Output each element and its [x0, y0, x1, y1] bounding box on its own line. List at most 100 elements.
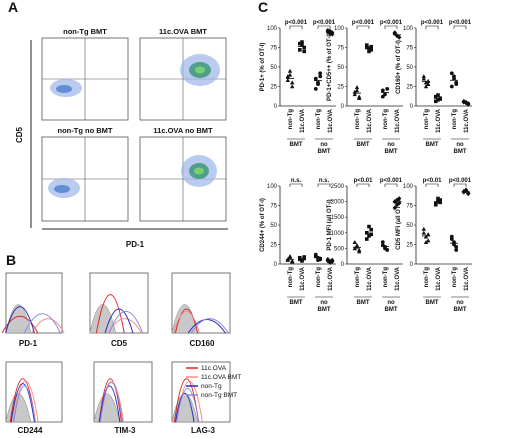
- plot-pd1cd5-point-1-1: [367, 46, 371, 51]
- plot-pd1-point-0-0: [285, 74, 290, 79]
- plot-cd160-point-2-3: [449, 84, 454, 89]
- plot-cd5mfi-sig-label-1: p<0.001: [449, 178, 472, 184]
- plot-pd1cd5-sig-bracket-0: [356, 25, 370, 29]
- plot-pd1mfi-point-3-2: [397, 196, 402, 201]
- plot-cd160-point-1-3: [434, 99, 438, 104]
- plot-pd1-xcat-2: non-Tg: [316, 109, 322, 130]
- plot-pd1-point-1-4: [300, 40, 304, 44]
- plot-cd5mfi-xcat-2: non-Tg: [452, 267, 458, 288]
- plot-cd160-ytick-label-4: 100: [403, 26, 414, 32]
- flow-plot-4: 11c.OVA no BMT: [139, 126, 227, 222]
- plot-pd1-xcat-0: non-Tg: [288, 109, 294, 130]
- plot-cd5mfi-point-1-5: [438, 200, 442, 205]
- plot-pd1cd5-point-0-0: [352, 92, 357, 97]
- plot-pd1-ytick-label-4: 100: [267, 26, 278, 32]
- plot-pd1cd5-xcat-3: 11c.OVA: [395, 108, 401, 133]
- hist-curve-2-2: [187, 319, 226, 334]
- plot-pd1cd5-group-label-1-1: BMT: [385, 149, 398, 155]
- plot-cd160-point-1-4: [436, 93, 440, 97]
- plot-pd1-group-label-1-1: BMT: [318, 149, 331, 155]
- plot-cd5mfi-ytick-label-3: 75: [406, 204, 413, 210]
- plot-cd244-point-3-4: [327, 260, 333, 265]
- plot-pd1mfi-xcat-2: non-Tg: [383, 267, 389, 288]
- plot-pd1mfi-group-label-0-0: BMT: [357, 300, 370, 306]
- hist-curve-1-2: [104, 308, 134, 334]
- plot-cd160-ytick-label-0: 0: [410, 104, 414, 110]
- plot-pd1mfi-point-0-4: [354, 244, 360, 249]
- plot-pd1mfi-point-0-3: [352, 239, 357, 244]
- plot-cd160-point-1-5: [438, 97, 442, 101]
- hist-curve-2-3: [190, 318, 229, 334]
- plot-pd1-point-0-1: [287, 68, 293, 73]
- legend-label-2: non-Tg: [201, 383, 222, 390]
- flow-title-4: 11c.OVA no BMT: [153, 126, 213, 135]
- plot-pd1-sig-label-0: p<0.001: [285, 20, 308, 26]
- plot-pd1-ytick-label-1: 25: [270, 85, 277, 91]
- plot-pd1mfi-sig-label-0: p<0.01: [354, 178, 374, 184]
- plot-pd1-sig-bracket-1: [317, 25, 331, 29]
- plot-cd5mfi-point-1-2: [438, 198, 442, 202]
- plot-pd1mfi-point-1-0: [365, 231, 369, 235]
- plot-pd1-point-1-2: [302, 45, 306, 50]
- plot-cd244-sig-label-0: n.s.: [291, 178, 302, 184]
- plot-cd5mfi-group-label-1-1: BMT: [454, 307, 467, 313]
- plot-cd160-point-0-5: [426, 78, 431, 83]
- panel-label-c: C: [258, 0, 268, 15]
- plot-pd1mfi-sig-label-1: p<0.001: [380, 178, 403, 184]
- plot-cd244-group-label-0-0: BMT: [290, 300, 303, 306]
- plot-cd244-ytick-label-0: 0: [274, 262, 278, 268]
- plot-pd1cd5-sig-bracket-1: [384, 25, 398, 29]
- plot-pd1cd5-xcat-1: 11c.OVA: [367, 108, 373, 133]
- plot-pd1-point-1-1: [300, 43, 304, 47]
- plot-pd1-xcat-1: 11c.OVA: [300, 108, 306, 133]
- plot-pd1cd5-group-label-0-0: BMT: [357, 142, 370, 148]
- plot-pd1-group-label-0-0: BMT: [290, 142, 303, 148]
- plot-cd160-group-label-1-1: BMT: [454, 149, 467, 155]
- hist-legend: 11c.OVA 11c.OVA BMT non-Tg non-Tg BMT: [186, 365, 241, 399]
- legend-label-3: non-Tg BMT: [201, 392, 237, 399]
- plot-pd1mfi-xcat-3: 11c.OVA: [395, 266, 401, 291]
- plot-pd1cd5-point-1-3: [365, 43, 369, 47]
- plot-pd1mfi-ylabel: PD-1 MFI (all OT-I): [327, 199, 333, 250]
- plot-cd5mfi-point-0-3: [421, 226, 426, 231]
- plot-cd5mfi-group-label-1-0: no: [456, 300, 464, 306]
- plot-cd244-point-0-5: [290, 259, 295, 264]
- plot-pd1-point-0-3: [285, 78, 290, 83]
- flow-x-label: PD-1: [126, 240, 145, 249]
- plot-cd244-point-0-3: [285, 257, 290, 262]
- plot-pd1cd5-point-0-3: [352, 89, 357, 94]
- plot-pd1cd5-sig-label-0: p<0.001: [352, 20, 375, 26]
- plot-pd1cd5-point-1-2: [369, 48, 373, 52]
- plot-pd1-ytick-label-0: 0: [274, 104, 278, 110]
- plot-pd1cd5-point-3-3: [392, 30, 397, 36]
- plot-cd160-point-1-0: [434, 94, 438, 99]
- plot-cd160-point-3-4: [463, 99, 469, 105]
- hist-label-lag3: LAG-3: [191, 426, 216, 435]
- plot-cd5mfi-ytick-label-1: 25: [406, 243, 413, 249]
- plot-cd5mfi-point-0-1: [423, 234, 429, 239]
- hist-isotype-0: [5, 304, 32, 334]
- plot-pd1-point-0-4: [287, 72, 293, 77]
- plot-pd1-point-2-5: [318, 74, 323, 79]
- plot-pd1cd5-point-0-1: [354, 88, 360, 93]
- plot-pd1mfi-point-1-5: [369, 232, 373, 237]
- plot-pd1-xcat-3: 11c.OVA: [328, 108, 334, 133]
- plot-cd244-ytick-label-1: 25: [270, 243, 277, 249]
- plot-cd244-point-1-3: [298, 257, 302, 262]
- plot-pd1-point-1-3: [298, 48, 302, 52]
- plot-cd5mfi-ytick-label-0: 0: [410, 262, 414, 268]
- plot-pd1-point-1-0: [298, 41, 302, 46]
- plot-cd160-sig-bracket-0: [425, 25, 439, 29]
- plot-pd1cd5-ytick-label-3: 75: [337, 46, 344, 52]
- hist-curve-3-3: [13, 385, 36, 423]
- plot-cd160-point-2-4: [452, 74, 456, 79]
- plot-cd160-point-0-2: [426, 81, 431, 86]
- plot-pd1cd5-point-1-5: [369, 44, 373, 49]
- hist-curve-0-1: [31, 318, 65, 334]
- plot-pd1mfi-ytick-label-0: 0: [341, 262, 345, 268]
- plot-pd1mfi-ytick-label-2: 1000: [331, 231, 345, 237]
- plot-pd1mfi-xcat-1: 11c.OVA: [367, 266, 373, 291]
- plot-cd244-xcat-3: 11c.OVA: [328, 266, 334, 291]
- plot-cd244-point-1-4: [300, 259, 304, 263]
